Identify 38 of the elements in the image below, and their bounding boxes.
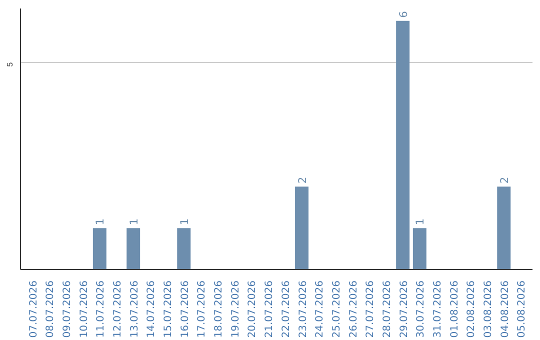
x-tick-label: 28.07.2026 [382,280,393,338]
x-tick-label: 29.07.2026 [398,280,410,338]
x-tick-label: 19.07.2026 [230,280,242,338]
data-label: 2 [498,176,511,184]
x-tick-label: 22.07.2026 [280,280,292,338]
x-tick-label: 31.07.2026 [432,280,444,338]
data-label: 1 [414,218,427,226]
x-tick-label: 08.07.2026 [45,280,56,338]
x-tick-label: 10.07.2026 [78,280,90,338]
x-tick-label: 30.07.2026 [416,280,427,338]
x-tick-label: 09.07.2026 [62,280,73,338]
x-tick-label: 24.07.2026 [314,280,326,338]
x-tick-label: 12.07.2026 [112,280,124,338]
data-label: 1 [178,218,191,226]
x-tick-label: 26.07.2026 [348,280,360,338]
x-tick-label: 25.07.2026 [331,280,342,338]
x-tick-label: 07.07.2026 [28,280,40,338]
data-label: 2 [296,176,309,184]
data-label: 1 [127,218,140,226]
x-tick-label: 15.07.2026 [163,280,174,338]
x-tick-label: 17.07.2026 [196,280,208,338]
x-tick-label: 01.08.2026 [449,280,460,338]
x-tick-label: 21.07.2026 [264,280,276,338]
x-tick-label: 13.07.2026 [129,280,140,338]
x-tick-label: 05.08.2026 [516,280,528,338]
x-tick-label: 20.07.2026 [247,280,258,338]
x-tick-label: 23.07.2026 [298,280,309,338]
data-label: 1 [94,218,107,226]
x-tick-label: 04.08.2026 [500,280,511,338]
x-tick-label: 27.07.2026 [365,280,376,338]
x-tick-label: 14.07.2026 [146,280,158,338]
y-tick-label: 5 [6,62,14,67]
x-tick-label: 11.07.2026 [96,280,107,338]
x-tick-label: 02.08.2026 [466,280,478,338]
data-label: 6 [396,10,410,18]
x-tick-label: 03.08.2026 [483,280,494,338]
x-tick-label: 18.07.2026 [214,280,225,338]
x-tick-label: 16.07.2026 [180,280,191,338]
